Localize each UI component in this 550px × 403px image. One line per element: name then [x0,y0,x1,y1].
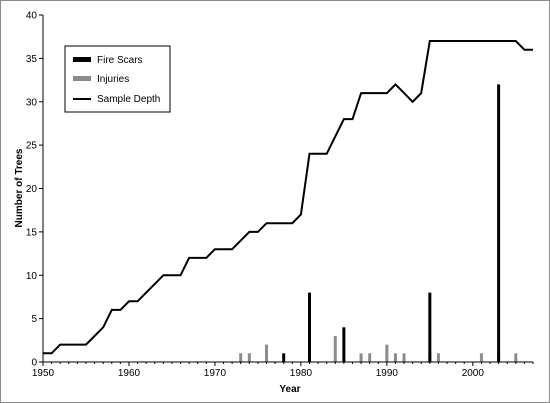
sample-depth-line-group [43,40,533,355]
x-axis-title: Year [279,384,300,395]
injury-bar [239,353,243,362]
fire-scar-bar [342,327,346,362]
injury-bar [333,335,337,362]
y-tick-label: 15 [26,227,38,238]
injury-bar [479,353,483,362]
x-tick-labels: 1950 1960 1970 1980 1990 2000 [32,368,485,379]
injury-bar [402,353,406,362]
y-tick-labels: 0 5 10 15 20 25 30 35 40 [26,11,38,369]
y-tick-label: 25 [26,141,38,152]
x-tick-label: 1990 [376,368,399,379]
fire-scar-bar [497,84,501,363]
legend-label-fire-scars: Fire Scars [97,55,143,66]
y-tick-label: 20 [26,184,38,195]
x-tick-label: 1960 [118,368,141,379]
y-tick-label: 5 [31,314,37,325]
fire-scar-bar [428,292,432,362]
legend-label-injuries: Injuries [97,74,129,85]
legend: Fire Scars Injuries Sample Depth [64,45,171,113]
y-tick-label: 40 [26,11,38,22]
x-tick-label: 2000 [462,368,485,379]
fire-scar-bars [282,84,501,363]
x-tick-label: 1950 [32,368,55,379]
injury-bar [436,353,440,362]
legend-swatch-injuries [73,76,91,81]
sample-depth-line [43,40,533,355]
x-tick-label: 1970 [204,368,227,379]
y-axis-title: Number of Trees [14,148,25,227]
injury-bar [393,353,397,362]
y-tick-label: 35 [26,54,38,65]
legend-label-sample-depth: Sample Depth [97,94,160,105]
injury-bar [359,353,363,362]
y-tick-label: 30 [26,97,38,108]
injury-bar [247,353,251,362]
legend-swatch-fire-scars [73,57,91,62]
y-tick-label: 0 [31,358,37,369]
axes [39,14,534,366]
fire-scar-bar [307,292,311,362]
injury-bar [265,344,269,362]
injury-bar [514,353,518,362]
fire-scar-bar [282,353,286,362]
x-tick-label: 1980 [290,368,313,379]
injury-bar [368,353,372,362]
y-tick-label: 10 [26,271,38,282]
injury-bar [385,344,389,362]
